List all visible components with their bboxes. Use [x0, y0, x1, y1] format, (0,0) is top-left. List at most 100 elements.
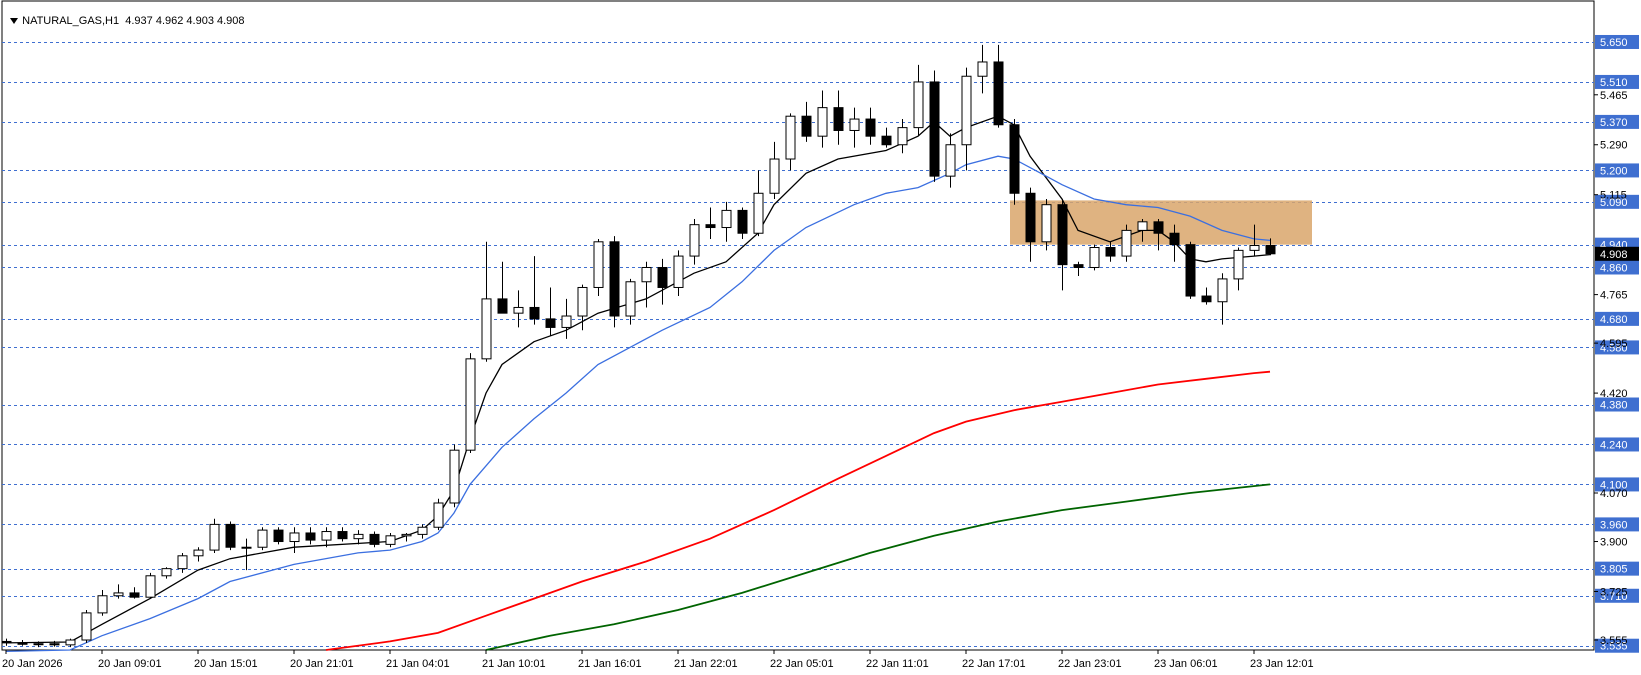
time-axis-label: 21 Jan 16:01	[578, 658, 642, 670]
price-level-tag	[1595, 311, 1639, 326]
candle-body	[593, 241, 604, 288]
candle-body	[657, 266, 668, 288]
time-axis-label: 22 Jan 23:01	[1058, 658, 1122, 670]
price-level-tag	[1595, 397, 1639, 412]
time-axis-label: 20 Jan 09:01	[98, 658, 162, 670]
candle-body	[481, 298, 492, 360]
candle-body	[705, 224, 716, 229]
candle-body	[609, 241, 620, 317]
candle-body	[849, 118, 860, 131]
candle-body	[689, 224, 700, 257]
candle-body	[177, 555, 188, 570]
price-level-label: 3.535	[1600, 641, 1628, 653]
candle-body	[1025, 192, 1036, 243]
price-level-tag	[1595, 588, 1639, 603]
time-axis-label: 23 Jan 06:01	[1154, 658, 1218, 670]
price-level-label: 4.240	[1600, 439, 1628, 451]
price-level-label: 5.650	[1600, 37, 1628, 49]
candle-body	[1265, 245, 1276, 255]
time-axis-label: 20 Jan 15:01	[194, 658, 258, 670]
candle-body	[321, 531, 332, 541]
price-axis-label: 5.115	[1600, 190, 1627, 202]
price-axis-label: 3.555	[1600, 635, 1628, 647]
candle-body	[993, 61, 1004, 126]
candle-body	[1041, 204, 1052, 243]
price-level-label: 5.510	[1600, 77, 1628, 89]
price-level-label: 5.370	[1600, 117, 1628, 129]
candle-body	[1185, 244, 1196, 297]
ohlc-readout: 4.937 4.962 4.903 4.908	[125, 15, 245, 27]
price-level-tag	[1595, 194, 1639, 209]
candle-body	[49, 643, 60, 646]
candle-body	[977, 61, 988, 77]
candle-body	[369, 533, 380, 545]
price-level-tag	[1595, 260, 1639, 275]
time-axis-label: 20 Jan 21:01	[290, 658, 354, 670]
candle-body	[721, 209, 732, 229]
price-level-label: 5.200	[1600, 165, 1628, 177]
candle-body	[65, 639, 76, 646]
moving-average-line	[325, 370, 1271, 651]
moving-average-line	[485, 483, 1271, 651]
candle-body	[241, 546, 252, 549]
candle-body	[1169, 232, 1180, 246]
candle-body	[961, 75, 972, 146]
time-axis-label: 22 Jan 17:01	[962, 658, 1026, 670]
price-axis-label: 5.290	[1600, 140, 1628, 152]
candle-body	[97, 595, 108, 614]
candle-body	[273, 529, 284, 543]
price-axis-label: 3.725	[1600, 586, 1628, 598]
candle-body	[625, 281, 636, 317]
candle-body	[1201, 295, 1212, 303]
candle-body	[1249, 245, 1260, 251]
candle-body	[1153, 221, 1164, 234]
candle-body	[1233, 249, 1244, 280]
candle-body	[945, 144, 956, 177]
candle-body	[193, 549, 204, 557]
candle-body	[769, 158, 780, 194]
price-level-tag	[1595, 340, 1639, 355]
price-axis-label: 5.465	[1600, 90, 1628, 102]
candle-body	[865, 118, 876, 137]
price-level-label: 3.960	[1600, 519, 1628, 531]
price-level-tag	[1595, 517, 1639, 532]
candle-body	[801, 115, 812, 137]
price-axis-label: 4.595	[1600, 338, 1628, 350]
candle-body	[289, 532, 300, 543]
time-axis-label: 21 Jan 22:01	[674, 658, 738, 670]
candle-body	[513, 306, 524, 314]
time-axis-label: 20 Jan 2026	[2, 658, 63, 670]
candle-body	[577, 286, 588, 317]
price-axis-label: 4.070	[1600, 488, 1628, 500]
time-axis-label: 21 Jan 10:01	[482, 658, 546, 670]
candle-body	[337, 531, 348, 540]
price-level-tag	[1595, 114, 1639, 129]
chart-header: NATURAL_GAS,H1 4.937 4.962 4.903 4.908	[4, 3, 245, 27]
candle-body	[529, 306, 540, 320]
price-level-label: 4.860	[1600, 262, 1628, 274]
candle-body	[817, 107, 828, 137]
price-axis-label: 4.420	[1600, 388, 1628, 400]
candle-body	[1057, 204, 1068, 266]
candle-body	[545, 318, 556, 328]
candle-body	[913, 81, 924, 129]
candle-body	[737, 209, 748, 234]
time-axis-label: 21 Jan 04:01	[386, 658, 450, 670]
candle-body	[833, 107, 844, 131]
candle-body	[465, 358, 476, 451]
candle-body	[641, 266, 652, 283]
symbol-menu-icon[interactable]	[10, 18, 19, 25]
candle-body	[33, 643, 44, 646]
candle-body	[897, 127, 908, 146]
moving-average-line	[5, 155, 1271, 653]
candle-body	[353, 533, 364, 540]
price-level-tag	[1595, 163, 1639, 178]
candle-body	[1, 640, 12, 644]
time-axis-label: 23 Jan 12:01	[1250, 658, 1314, 670]
price-level-label: 3.805	[1600, 564, 1628, 576]
price-level-label: 4.580	[1600, 342, 1628, 354]
candle-body	[113, 592, 124, 597]
price-level-tag	[1595, 437, 1639, 452]
price-level-label: 3.710	[1600, 591, 1628, 603]
